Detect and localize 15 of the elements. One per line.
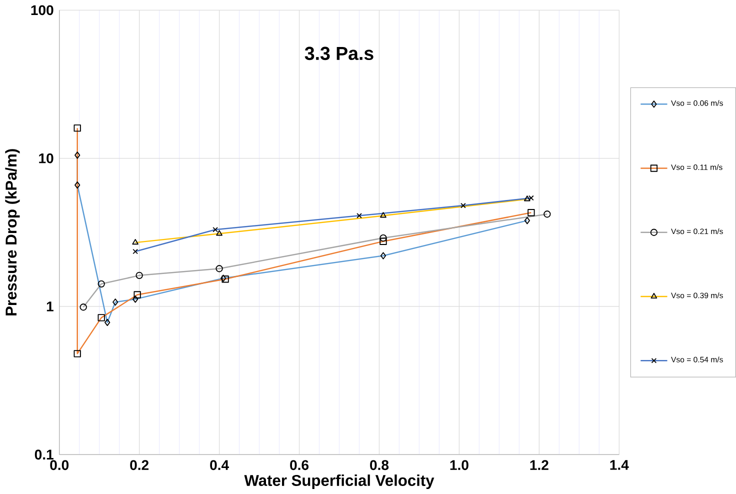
x-tick-label: 0.8 — [370, 460, 389, 470]
text: 3.3 Pa.s — [304, 46, 374, 60]
x-tick-label: 0.0 — [50, 460, 69, 470]
x-tick-label: 1.4 — [610, 460, 629, 470]
y-tick-label: 10 — [39, 153, 54, 164]
x-axis-title: Water Superficial Velocity — [244, 474, 434, 489]
x-tick-label: 1.0 — [450, 460, 468, 470]
y-axis-title: Pressure Drop (kPa/m) — [5, 149, 20, 316]
x-tick-label: 1.2 — [530, 460, 548, 470]
x-tick-label: 0.6 — [290, 460, 309, 470]
y-tick-label: 100 — [31, 5, 54, 16]
y-tick-label: 0.1 — [34, 450, 54, 460]
x-tick-label: 0.4 — [210, 460, 229, 470]
y-tick-label: 1 — [46, 302, 54, 312]
x-tick-label: 0.2 — [130, 460, 149, 470]
